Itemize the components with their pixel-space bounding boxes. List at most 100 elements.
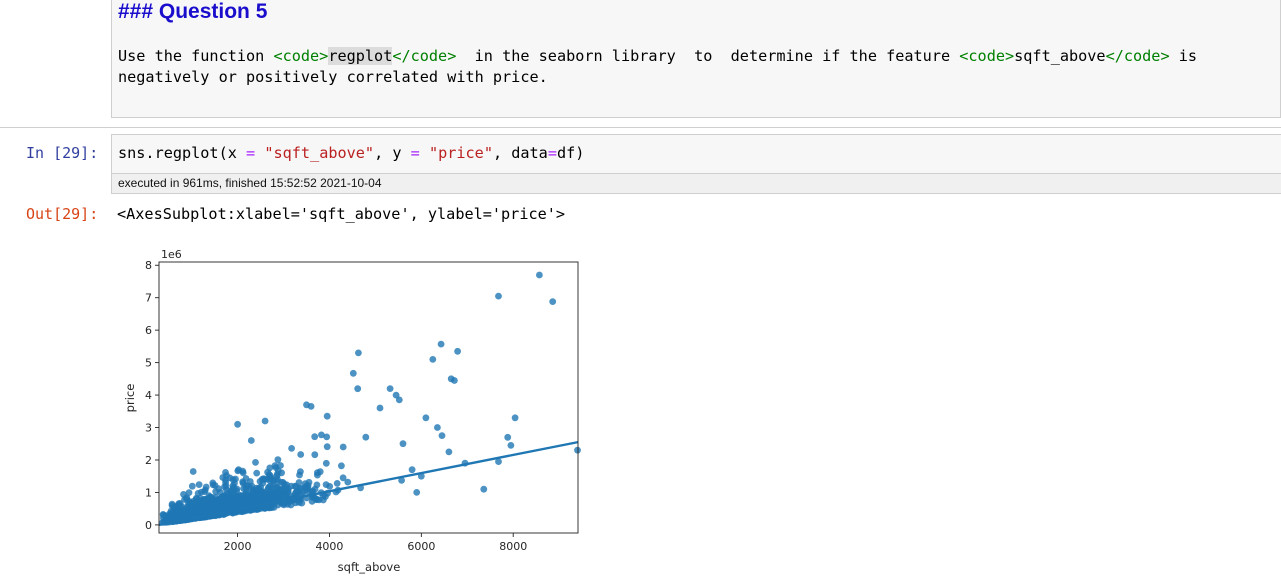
code-operator: = — [410, 144, 420, 162]
scatter-point — [183, 495, 190, 503]
y-tick-label: 0 — [145, 519, 152, 532]
code-operator: = — [246, 144, 256, 162]
y-tick-label: 8 — [145, 259, 152, 272]
code-close-tag: </code> — [392, 47, 457, 65]
scatter-point — [200, 508, 207, 516]
scatter-point — [239, 479, 247, 487]
y-axis: 0 1 2 3 4 5 6 7 8 — [145, 259, 159, 532]
scatter-point — [408, 466, 416, 474]
code-token: , y — [374, 144, 411, 162]
x-tick-label: 6000 — [407, 540, 435, 553]
code-open-tag: <code> — [959, 47, 1015, 65]
scatter-point — [311, 494, 319, 502]
scatter-point — [219, 474, 227, 481]
scatter-point — [222, 500, 230, 508]
scatter-point — [287, 482, 295, 490]
highlighted-word: regplot — [328, 47, 393, 65]
output-prompt: Out[29]: — [26, 205, 99, 223]
scatter-point — [480, 485, 488, 493]
scatter-point — [253, 469, 261, 477]
scatter-point — [507, 442, 515, 449]
scatter-point — [189, 468, 197, 475]
y-tick-label: 3 — [145, 422, 152, 435]
output-text: <AxesSubplot:xlabel='sqft_above', ylabel… — [117, 205, 566, 223]
scatter-point — [193, 507, 201, 515]
scatter-point — [376, 404, 384, 412]
scatter-point — [392, 391, 400, 399]
code-token — [255, 144, 264, 162]
scatter-point — [349, 369, 357, 377]
scatter-point — [451, 377, 458, 384]
scatter-point — [202, 483, 210, 491]
scatter-point — [252, 492, 260, 500]
scatter-point — [322, 459, 330, 467]
scatter-point — [495, 292, 502, 300]
x-axis-label: sqft_above — [338, 560, 401, 574]
scatter-point — [536, 271, 543, 279]
plot-frame — [158, 261, 579, 534]
scatter-point — [323, 433, 331, 441]
scatter-point — [422, 414, 430, 422]
markdown-cell[interactable]: ### Question 5 Use the function <code>re… — [111, 0, 1281, 118]
scatter-point — [399, 440, 407, 448]
scatter-point — [339, 474, 347, 482]
scatter-point — [190, 499, 198, 507]
scatter-point — [266, 477, 274, 484]
scatter-points — [159, 271, 581, 526]
scatter-point — [355, 349, 362, 357]
scatter-point — [574, 446, 581, 454]
code-token — [420, 144, 429, 162]
scatter-point — [311, 451, 319, 459]
scatter-point — [344, 478, 352, 486]
code-line[interactable]: sns.regplot(x = "sqft_above", y = "price… — [118, 144, 584, 162]
scatter-point — [549, 298, 557, 305]
scatter-point — [205, 492, 213, 499]
cell-separator — [0, 127, 1281, 128]
x-tick-label: 2000 — [224, 540, 252, 553]
scatter-point — [445, 448, 453, 456]
scatter-point — [274, 456, 282, 464]
scatter-point — [234, 467, 242, 475]
scatter-point — [333, 480, 341, 487]
y-tick-label: 2 — [145, 454, 152, 467]
scatter-point — [495, 458, 502, 465]
scatter-point — [221, 483, 228, 491]
execution-info: executed in 961ms, finished 15:52:52 202… — [118, 176, 382, 190]
code-token: sns.regplot(x — [118, 144, 247, 162]
markdown-text: Use the function <code>regplot</code> in… — [118, 46, 1278, 88]
scatter-point — [244, 482, 252, 490]
feature-name: sqft_above — [1014, 47, 1106, 65]
scatter-point — [438, 432, 446, 439]
scatter-point — [271, 462, 279, 470]
x-tick-label: 4000 — [315, 540, 343, 553]
code-operator: = — [547, 144, 557, 162]
y-scale-label: 1e6 — [161, 248, 182, 261]
scatter-point — [228, 502, 235, 510]
scatter-point — [281, 491, 289, 499]
scatter-point — [278, 478, 285, 486]
y-tick-label: 6 — [145, 324, 152, 337]
md-text-line-2: negatively or positively correlated with… — [118, 68, 548, 86]
scatter-point — [277, 462, 284, 469]
scatter-point — [266, 482, 274, 490]
scatter-point — [319, 496, 327, 504]
scatter-point — [398, 477, 405, 484]
md-text-segment: is — [1169, 47, 1198, 65]
scatter-point — [395, 396, 403, 404]
code-string: "sqft_above" — [264, 144, 375, 162]
scatter-point — [326, 483, 334, 490]
regplot-chart: 2000 4000 6000 8000 0 1 2 3 4 5 6 7 8 1e6 sqft_abov… — [123, 248, 581, 574]
scatter-point — [231, 479, 238, 487]
y-axis-label: price — [123, 384, 137, 413]
scatter-point — [434, 424, 441, 431]
y-tick-label: 5 — [145, 357, 152, 370]
scatter-point — [311, 485, 319, 493]
scatter-point — [247, 437, 255, 444]
scatter-point — [239, 467, 247, 475]
code-input-area[interactable]: sns.regplot(x = "sqft_above", y = "price… — [111, 134, 1281, 174]
code-open-tag: <code> — [273, 47, 329, 65]
x-axis: 2000 4000 6000 8000 — [224, 533, 527, 553]
scatter-point — [295, 499, 303, 506]
scatter-point — [215, 499, 223, 507]
scatter-point — [504, 433, 512, 441]
